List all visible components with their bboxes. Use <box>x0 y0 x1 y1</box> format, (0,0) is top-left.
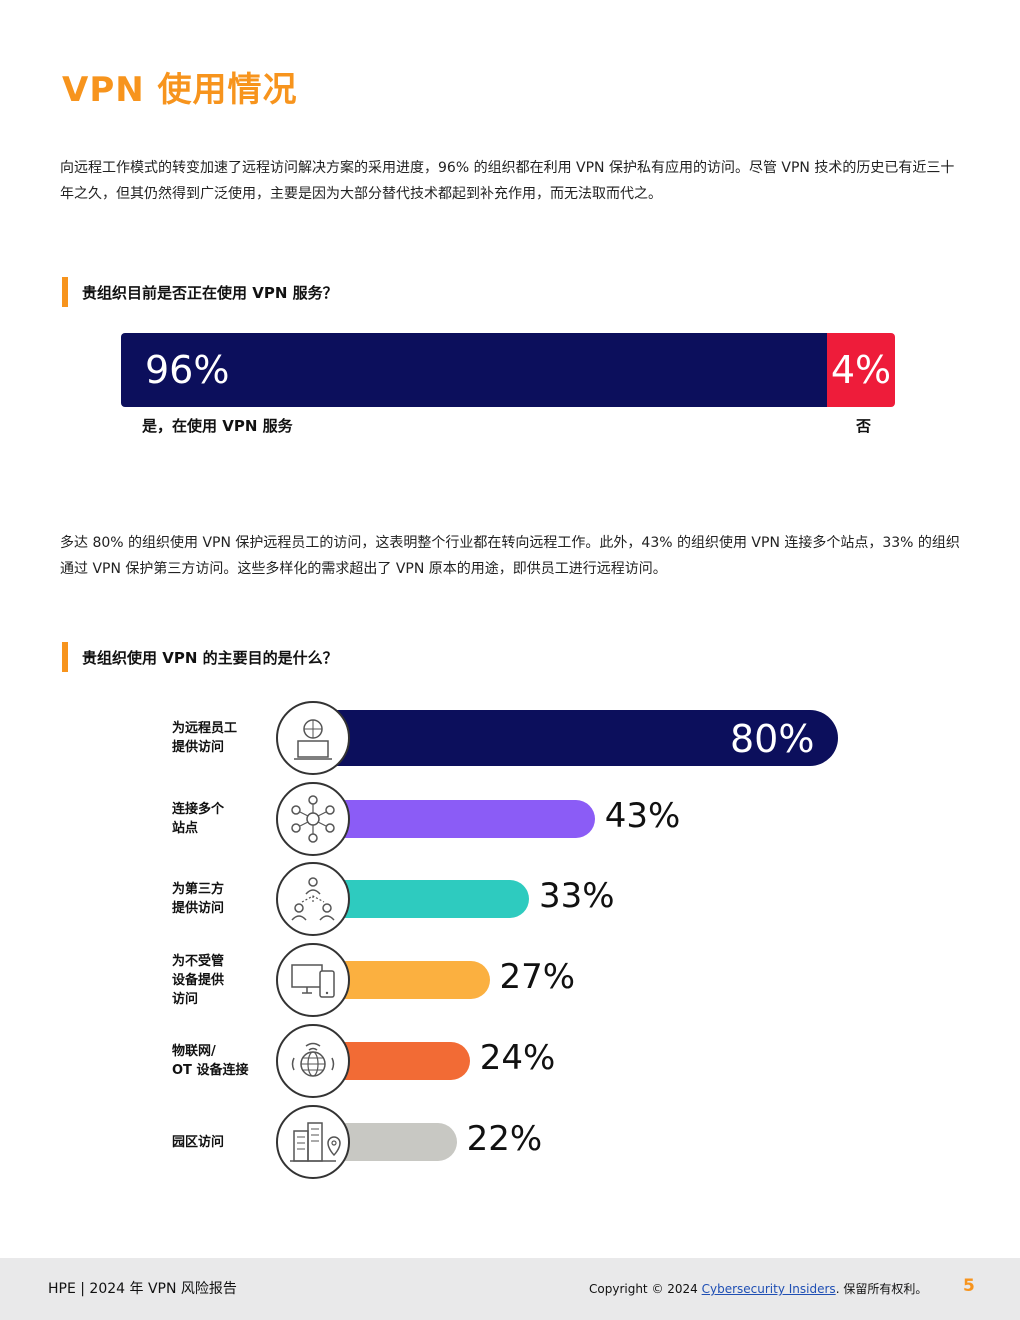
purpose-category-label: 物联网/OT 设备连接 <box>172 1042 267 1080</box>
purpose-value-label: 22% <box>466 1119 543 1159</box>
copyright-suffix: . 保留所有权利。 <box>835 1282 928 1296</box>
category-label-line: 园区访问 <box>172 1134 225 1150</box>
iot-globe-icon <box>276 1024 350 1098</box>
segment-no: 4% <box>827 333 895 407</box>
campus-buildings-icon <box>276 1105 350 1179</box>
third-party-users-icon <box>276 862 350 936</box>
category-label-line: 为第三方 <box>172 882 225 897</box>
category-label-line: 设备提供 <box>172 972 225 988</box>
purpose-category-label: 园区访问 <box>172 1133 267 1152</box>
page-number: 5 <box>963 1276 975 1296</box>
cybersecurity-insiders-link[interactable]: Cybersecurity Insiders <box>701 1282 836 1296</box>
purpose-bar <box>312 710 838 766</box>
category-label-line: OT 设备连接 <box>172 1063 249 1078</box>
purpose-value-label: 24% <box>479 1038 556 1078</box>
purpose-category-label: 为不受管设备提供访问 <box>172 952 267 1009</box>
segment-yes: 96% <box>121 333 827 407</box>
category-label-line: 为远程员工 <box>172 721 238 736</box>
page-footer: HPE | 2024 年 VPN 风险报告 Copyright © 2024 C… <box>0 1258 1020 1320</box>
intro-paragraph: 向远程工作模式的转变加速了远程访问解决方案的采用进度，96% 的组织都在利用 V… <box>60 160 955 202</box>
heading-accent-bar <box>62 642 68 672</box>
vpn-usage-stacked-bar: 96% 4% <box>121 333 895 407</box>
purpose-value-label: 27% <box>499 957 576 997</box>
purpose-bar <box>312 800 595 838</box>
purpose-row: 物联网/OT 设备连接 24% <box>0 1024 1020 1098</box>
purpose-category-label: 为远程员工 提供访问 <box>172 719 267 757</box>
category-label-line: 访问 <box>172 991 199 1007</box>
remote-worker-icon <box>276 701 350 775</box>
segment-yes-label: 是，在使用 VPN 服务 <box>142 417 293 435</box>
category-label-line: 物联网/ <box>172 1044 216 1059</box>
purpose-row: 为不受管设备提供访问 27% <box>0 943 1020 1017</box>
purpose-value-label: 80% <box>730 717 815 761</box>
copyright-prefix: Copyright © 2024 <box>589 1282 702 1296</box>
segment-no-value: 4% <box>830 348 892 392</box>
category-label-line: 提供访问 <box>172 901 225 916</box>
page-title: VPN 使用情况 <box>62 70 298 110</box>
heading-accent-bar <box>62 277 68 307</box>
category-label-line: 提供访问 <box>172 740 225 755</box>
question-2-text: 贵组织使用 VPN 的主要目的是什么？ <box>82 648 338 667</box>
segment-yes-value: 96% <box>145 348 230 392</box>
category-label-line: 连接多个 <box>172 802 225 817</box>
purpose-row: 园区访问 22% <box>0 1105 1020 1179</box>
purpose-value-label: 43% <box>604 796 681 836</box>
question-1-text: 贵组织目前是否正在使用 VPN 服务？ <box>82 283 338 302</box>
footer-copyright: Copyright © 2024 Cybersecurity Insiders.… <box>589 1280 927 1297</box>
devices-icon <box>276 943 350 1017</box>
purpose-row: 为第三方提供访问 33% <box>0 862 1020 936</box>
segment-no-label: 否 <box>856 417 872 435</box>
network-nodes-icon <box>276 782 350 856</box>
category-label-line: 为不受管 <box>172 953 225 969</box>
second-paragraph: 多达 80% 的组织使用 VPN 保护远程员工的访问，这表明整个行业都在转向远程… <box>60 535 960 577</box>
category-label-line: 站点 <box>172 821 199 836</box>
question-heading-1: 贵组织目前是否正在使用 VPN 服务？ <box>62 277 338 307</box>
question-heading-2: 贵组织使用 VPN 的主要目的是什么？ <box>62 642 338 672</box>
purpose-row: 为远程员工提供访问 80% <box>0 701 1020 775</box>
purpose-row: 连接多个站点 43% <box>0 782 1020 856</box>
purpose-category-label: 连接多个 站点 <box>172 800 267 838</box>
purpose-category-label: 为第三方 提供访问 <box>172 880 267 918</box>
purpose-value-label: 33% <box>538 876 615 916</box>
footer-brand: HPE | 2024 年 VPN 风险报告 <box>48 1281 237 1297</box>
